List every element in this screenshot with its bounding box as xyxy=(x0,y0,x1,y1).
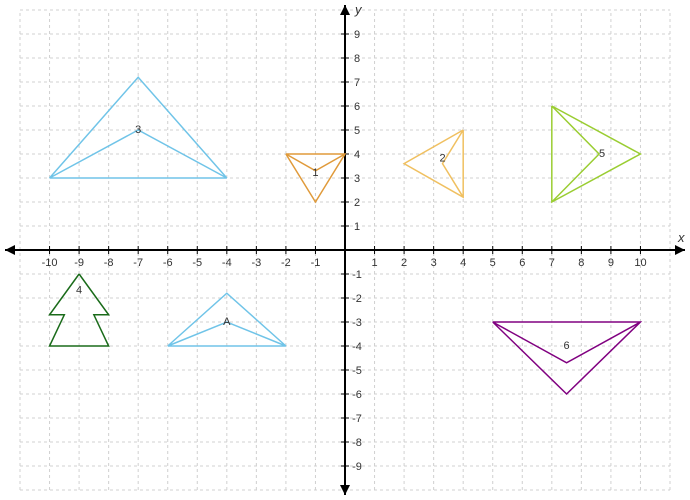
y-tick-label: 5 xyxy=(354,125,360,137)
x-tick-label: -4 xyxy=(222,257,232,269)
y-tick-label: -3 xyxy=(352,317,362,329)
shape-6-label: 6 xyxy=(564,340,570,352)
x-tick-label: 3 xyxy=(431,257,437,269)
x-axis-label: x xyxy=(677,230,685,245)
shape-3-label: 3 xyxy=(135,124,141,136)
shape-4-label: 4 xyxy=(76,285,82,297)
y-tick-label: 4 xyxy=(354,149,360,161)
y-tick-label: 8 xyxy=(354,53,360,65)
x-tick-label: -1 xyxy=(311,257,321,269)
x-tick-label: 7 xyxy=(549,257,555,269)
shape-A-label: A xyxy=(223,316,231,328)
x-axis-arrow-right xyxy=(675,245,685,255)
y-tick-label: 6 xyxy=(354,101,360,113)
x-tick-label: 5 xyxy=(490,257,496,269)
chart-svg: -10 -9 -8 -7 -6 -5 -4 -3 -2 -1 1 2 3 4 5 6 7 8 9 10 -9 -8 -7 -6… xyxy=(0,0,690,500)
x-tick-label: 9 xyxy=(608,257,614,269)
y-tick-label: -1 xyxy=(352,269,362,281)
coordinate-chart: -10 -9 -8 -7 -6 -5 -4 -3 -2 -1 1 2 3 4 5 6 7 8 9 10 -9 -8 -7 -6… xyxy=(0,0,690,500)
x-tick-label: 1 xyxy=(371,257,377,269)
shape-1-label: 1 xyxy=(312,167,318,179)
y-axis-arrow-up xyxy=(340,5,350,15)
y-tick-label: 9 xyxy=(354,29,360,41)
x-tick-label: -5 xyxy=(192,257,202,269)
x-tick-label: -7 xyxy=(133,257,143,269)
x-tick-label: 2 xyxy=(401,257,407,269)
y-tick-label: -8 xyxy=(352,437,362,449)
shape-2-label: 2 xyxy=(439,153,445,165)
x-tick-label: -10 xyxy=(42,257,58,269)
x-tick-label: 8 xyxy=(578,257,584,269)
x-tick-label: -3 xyxy=(251,257,261,269)
x-tick-label: -8 xyxy=(104,257,114,269)
y-tick-label: 2 xyxy=(354,197,360,209)
shape-5-label: 5 xyxy=(599,148,605,160)
y-tick-label: -4 xyxy=(352,341,362,353)
x-tick-label: -2 xyxy=(281,257,291,269)
y-tick-label: 1 xyxy=(354,221,360,233)
shape-6 xyxy=(493,322,641,394)
y-tick-label: -6 xyxy=(352,389,362,401)
x-tick-label: 6 xyxy=(519,257,525,269)
y-tick-label: 3 xyxy=(354,173,360,185)
y-axis-label: y xyxy=(354,2,363,17)
x-tick-label: -9 xyxy=(74,257,84,269)
x-tick-label: 10 xyxy=(634,257,646,269)
y-tick-label: -2 xyxy=(352,293,362,305)
y-tick-label: 7 xyxy=(354,77,360,89)
x-axis-arrow-left xyxy=(5,245,15,255)
x-tick-label: 4 xyxy=(460,257,466,269)
y-tick-label: -5 xyxy=(352,365,362,377)
y-axis-arrow-down xyxy=(340,485,350,495)
y-tick-label: -7 xyxy=(352,413,362,425)
x-tick-label: -6 xyxy=(163,257,173,269)
y-tick-label: -9 xyxy=(352,461,362,473)
